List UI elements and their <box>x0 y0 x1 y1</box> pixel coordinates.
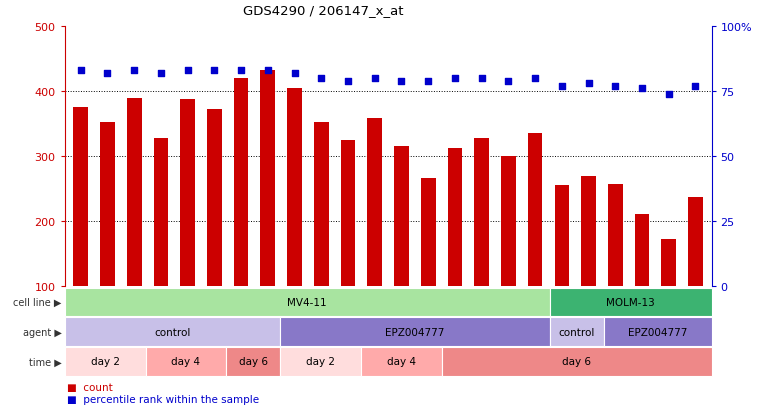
Bar <box>314 123 329 287</box>
Point <box>342 78 354 85</box>
Text: GDS4290 / 206147_x_at: GDS4290 / 206147_x_at <box>244 4 403 17</box>
Text: control: control <box>559 327 595 337</box>
Bar <box>501 157 516 287</box>
Point <box>556 83 568 90</box>
Point <box>209 68 221 74</box>
Text: EPZ004777: EPZ004777 <box>628 327 687 337</box>
Bar <box>581 176 596 287</box>
Point <box>128 68 140 74</box>
Point <box>529 76 541 82</box>
Text: MV4-11: MV4-11 <box>288 297 327 307</box>
Point <box>610 83 622 90</box>
Point <box>368 76 380 82</box>
Bar <box>341 140 355 287</box>
Text: day 2: day 2 <box>306 356 336 367</box>
Point <box>636 86 648 93</box>
Bar <box>368 119 382 287</box>
Text: day 4: day 4 <box>171 356 200 367</box>
Point <box>101 70 113 77</box>
Point <box>315 76 327 82</box>
Point <box>182 68 194 74</box>
Text: agent ▶: agent ▶ <box>23 327 62 337</box>
Bar <box>635 214 649 287</box>
Text: time ▶: time ▶ <box>29 356 62 367</box>
Bar <box>287 88 302 287</box>
Text: ■  count: ■ count <box>67 382 113 392</box>
Point <box>689 83 702 90</box>
Point <box>422 78 435 85</box>
Bar <box>555 185 569 287</box>
Bar <box>180 100 195 287</box>
Point <box>262 68 274 74</box>
Point <box>288 70 301 77</box>
Text: day 6: day 6 <box>239 356 268 367</box>
Point <box>663 91 675 98</box>
Bar <box>421 178 435 287</box>
Point <box>154 70 167 77</box>
Text: day 6: day 6 <box>562 356 591 367</box>
Point <box>396 78 408 85</box>
Text: day 4: day 4 <box>387 356 416 367</box>
Bar <box>127 98 142 287</box>
Bar <box>260 70 275 287</box>
Text: EPZ004777: EPZ004777 <box>385 327 444 337</box>
Text: cell line ▶: cell line ▶ <box>13 297 62 307</box>
Bar <box>394 147 409 287</box>
Bar <box>73 108 88 287</box>
Text: day 2: day 2 <box>91 356 119 367</box>
Bar <box>207 110 221 287</box>
Text: control: control <box>154 327 191 337</box>
Bar <box>608 185 622 287</box>
Bar <box>474 138 489 287</box>
Point <box>476 76 488 82</box>
Text: MOLM-13: MOLM-13 <box>607 297 655 307</box>
Bar <box>661 240 676 287</box>
Point <box>449 76 461 82</box>
Point <box>582 81 594 87</box>
Point <box>75 68 87 74</box>
Bar <box>154 138 168 287</box>
Bar <box>100 122 115 287</box>
Point <box>502 78 514 85</box>
Bar <box>688 198 703 287</box>
Text: ■  percentile rank within the sample: ■ percentile rank within the sample <box>67 394 259 404</box>
Point <box>235 68 247 74</box>
Bar <box>528 134 543 287</box>
Bar <box>447 149 462 287</box>
Bar <box>234 79 248 287</box>
